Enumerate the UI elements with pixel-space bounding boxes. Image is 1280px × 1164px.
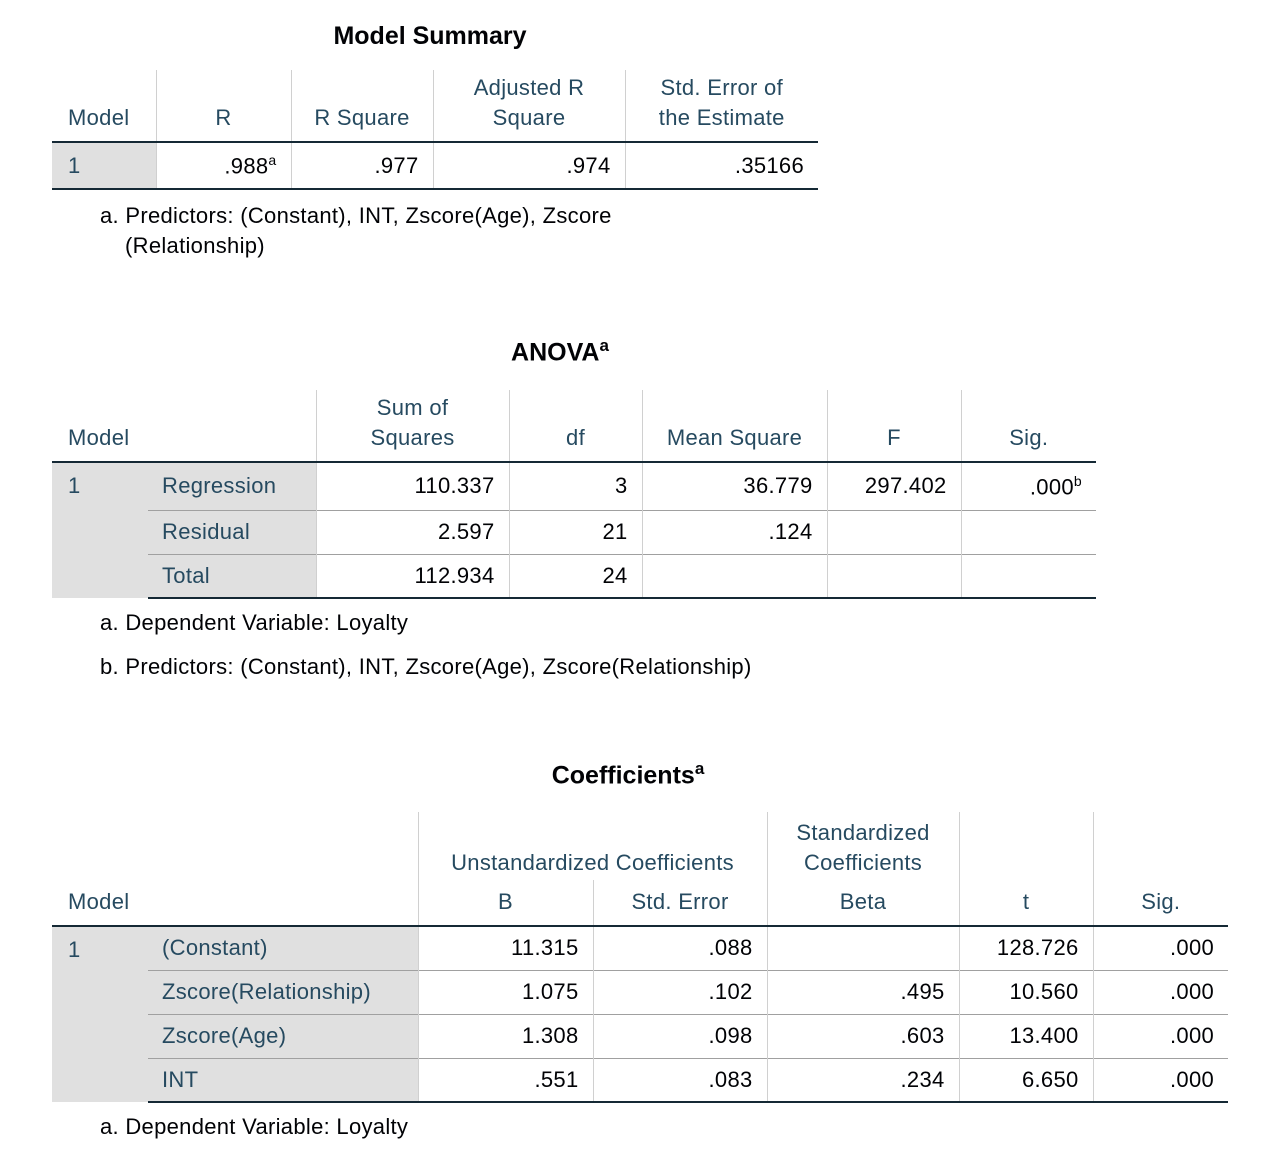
model-cell: 1 (52, 926, 148, 1102)
header-beta: Beta (766, 880, 960, 927)
table-row: Zscore(Age) 1.308 .098 .603 13.400 .000 (52, 1013, 1229, 1058)
model-summary-title: Model Summary (333, 22, 527, 50)
row-label: INT (148, 1057, 419, 1103)
b-cell: 11.315 (417, 925, 594, 970)
header-mean-square: Mean Square (641, 390, 828, 463)
sig-cell: .000 (1092, 969, 1229, 1014)
row-label: Zscore(Relationship) (148, 969, 419, 1014)
anova-table: Model Sum of Squares df Mean Square F Sig… (52, 390, 1097, 599)
table-row: 1 .988a .977 .974 .35166 (52, 141, 818, 190)
adj-r-square-cell: .974 (432, 141, 625, 190)
beta-cell: .603 (766, 1013, 960, 1058)
model-summary-footnote: a. Predictors: (Constant), INT, Zscore(A… (100, 203, 612, 258)
coefficients-title: Coefficientsa (551, 759, 705, 790)
se-cell: .102 (592, 969, 768, 1014)
t-cell: 6.650 (958, 1057, 1094, 1103)
header-model: Model (52, 812, 419, 927)
header-t: t (958, 812, 1094, 927)
row-label: Regression (148, 461, 317, 510)
b-cell: .551 (417, 1057, 594, 1103)
table-row: 1 Regression 110.337 3 36.779 297.402 .0… (52, 461, 1097, 598)
std-error-cell: .35166 (624, 141, 818, 190)
table-row: Residual 2.597 21 .124 (52, 509, 1097, 554)
f-cell: 297.402 (826, 461, 962, 510)
se-cell: .083 (592, 1057, 768, 1103)
t-cell: 10.560 (958, 969, 1094, 1014)
sig-cell (960, 509, 1097, 554)
anova-footnote-a: a. Dependent Variable: Loyalty (100, 610, 409, 635)
beta-cell (766, 925, 960, 970)
model-summary-table: Model R R Square Adjusted R Square Std. E… (52, 70, 818, 190)
coefficients-table: Model Unstandardized Coefficients Standa… (52, 812, 1229, 1103)
beta-cell: .495 (766, 969, 960, 1014)
row-label: Residual (148, 509, 317, 554)
anova-footnote-b: b. Predictors: (Constant), INT, Zscore(A… (100, 654, 752, 679)
header-std-error: Std. Error of the Estimate (624, 70, 818, 143)
f-cell (826, 509, 962, 554)
se-cell: .098 (592, 1013, 768, 1058)
df-cell: 24 (508, 553, 643, 599)
row-label: Total (148, 553, 317, 599)
header-r-square: R Square (290, 70, 433, 143)
header-std-error: Std. Error (592, 880, 768, 927)
df-cell: 3 (508, 461, 643, 510)
df-cell: 21 (508, 509, 643, 554)
sig-cell: .000 (1092, 925, 1229, 970)
anova-title: ANOVAa (511, 336, 609, 367)
ss-cell: 112.934 (315, 553, 510, 599)
table-row: Total 112.934 24 (52, 553, 1097, 599)
header-f: F (826, 390, 962, 463)
header-sum-of-squares: Sum of Squares (315, 390, 510, 463)
header-df: df (508, 390, 643, 463)
header-b: B (417, 880, 594, 927)
beta-cell: .234 (766, 1057, 960, 1103)
row-label: Zscore(Age) (148, 1013, 419, 1058)
header-unstandardized-coefficients: Unstandardized Coefficients (417, 812, 768, 880)
header-sig: Sig. (1092, 812, 1229, 927)
header-model: Model (52, 70, 156, 143)
r-cell: .988a (155, 141, 291, 190)
se-cell: .088 (592, 925, 768, 970)
model-cell: 1 (52, 142, 156, 190)
coefficients-footnote-a: a. Dependent Variable: Loyalty (100, 1114, 409, 1139)
header-adjusted-r-square: Adjusted R Square (432, 70, 625, 143)
b-cell: 1.075 (417, 969, 594, 1014)
table-row: 1 (Constant) 11.315 .088 128.726 .000 (52, 925, 1229, 1102)
sig-cell: .000 (1092, 1013, 1229, 1058)
header-r: R (155, 70, 291, 143)
ms-cell: .124 (641, 509, 828, 554)
table-row: INT .551 .083 .234 6.650 .000 (52, 1057, 1229, 1103)
ss-cell: 2.597 (315, 509, 510, 554)
t-cell: 13.400 (958, 1013, 1094, 1058)
ms-cell (641, 553, 828, 599)
header-sig: Sig. (960, 390, 1097, 463)
f-cell (826, 553, 962, 599)
table-row: Zscore(Relationship) 1.075 .102 .495 10.… (52, 969, 1229, 1014)
model-cell: 1 (52, 462, 148, 598)
header-standardized-coefficients: Standardized Coefficients (766, 812, 960, 880)
ss-cell: 110.337 (315, 461, 510, 510)
sig-cell: .000 (1092, 1057, 1229, 1103)
header-model: Model (52, 390, 317, 463)
row-label: (Constant) (148, 925, 419, 970)
b-cell: 1.308 (417, 1013, 594, 1058)
sig-cell (960, 553, 1097, 599)
sig-cell: .000b (960, 461, 1097, 510)
t-cell: 128.726 (958, 925, 1094, 970)
r-square-cell: .977 (290, 141, 433, 190)
ms-cell: 36.779 (641, 461, 828, 510)
